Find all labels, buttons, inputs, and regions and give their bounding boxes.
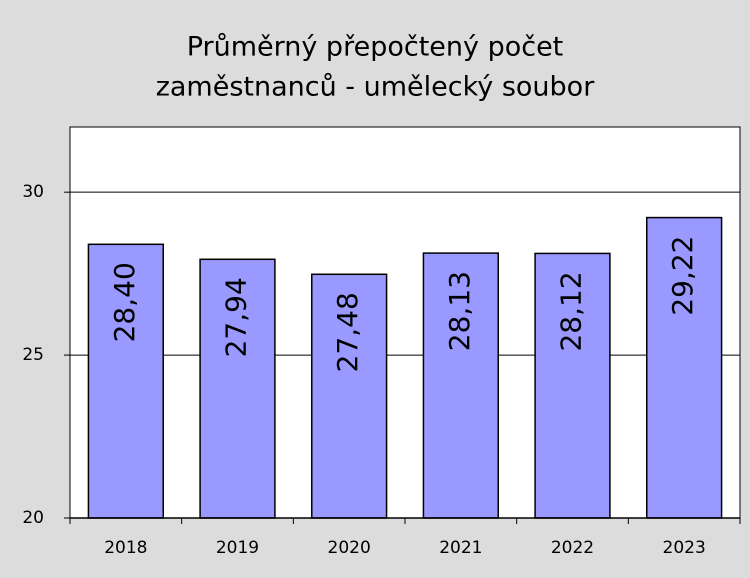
x-tick-label: 2023 <box>663 538 706 558</box>
data-label: 28,12 <box>555 271 588 351</box>
data-label: 29,22 <box>666 235 699 315</box>
x-tick-label: 2018 <box>104 538 147 558</box>
x-tick-label: 2019 <box>216 538 259 558</box>
data-label: 27,94 <box>220 277 253 357</box>
y-tick-label: 30 <box>22 182 44 202</box>
bar <box>646 216 723 519</box>
chart-title: Průměrný přepočtený počet <box>187 32 564 63</box>
y-tick-label: 25 <box>22 345 44 365</box>
data-label: 28,13 <box>443 271 476 351</box>
bar <box>534 252 611 519</box>
data-label: 28,40 <box>108 262 141 342</box>
plot-area <box>70 127 740 518</box>
bar <box>422 252 499 519</box>
data-label: 27,48 <box>331 292 364 372</box>
y-tick-label: 20 <box>22 508 44 528</box>
x-tick-label: 2020 <box>328 538 371 558</box>
chart-title: zaměstnanců - umělecký soubor <box>156 72 595 103</box>
x-tick-label: 2021 <box>439 538 482 558</box>
x-tick-label: 2022 <box>551 538 594 558</box>
